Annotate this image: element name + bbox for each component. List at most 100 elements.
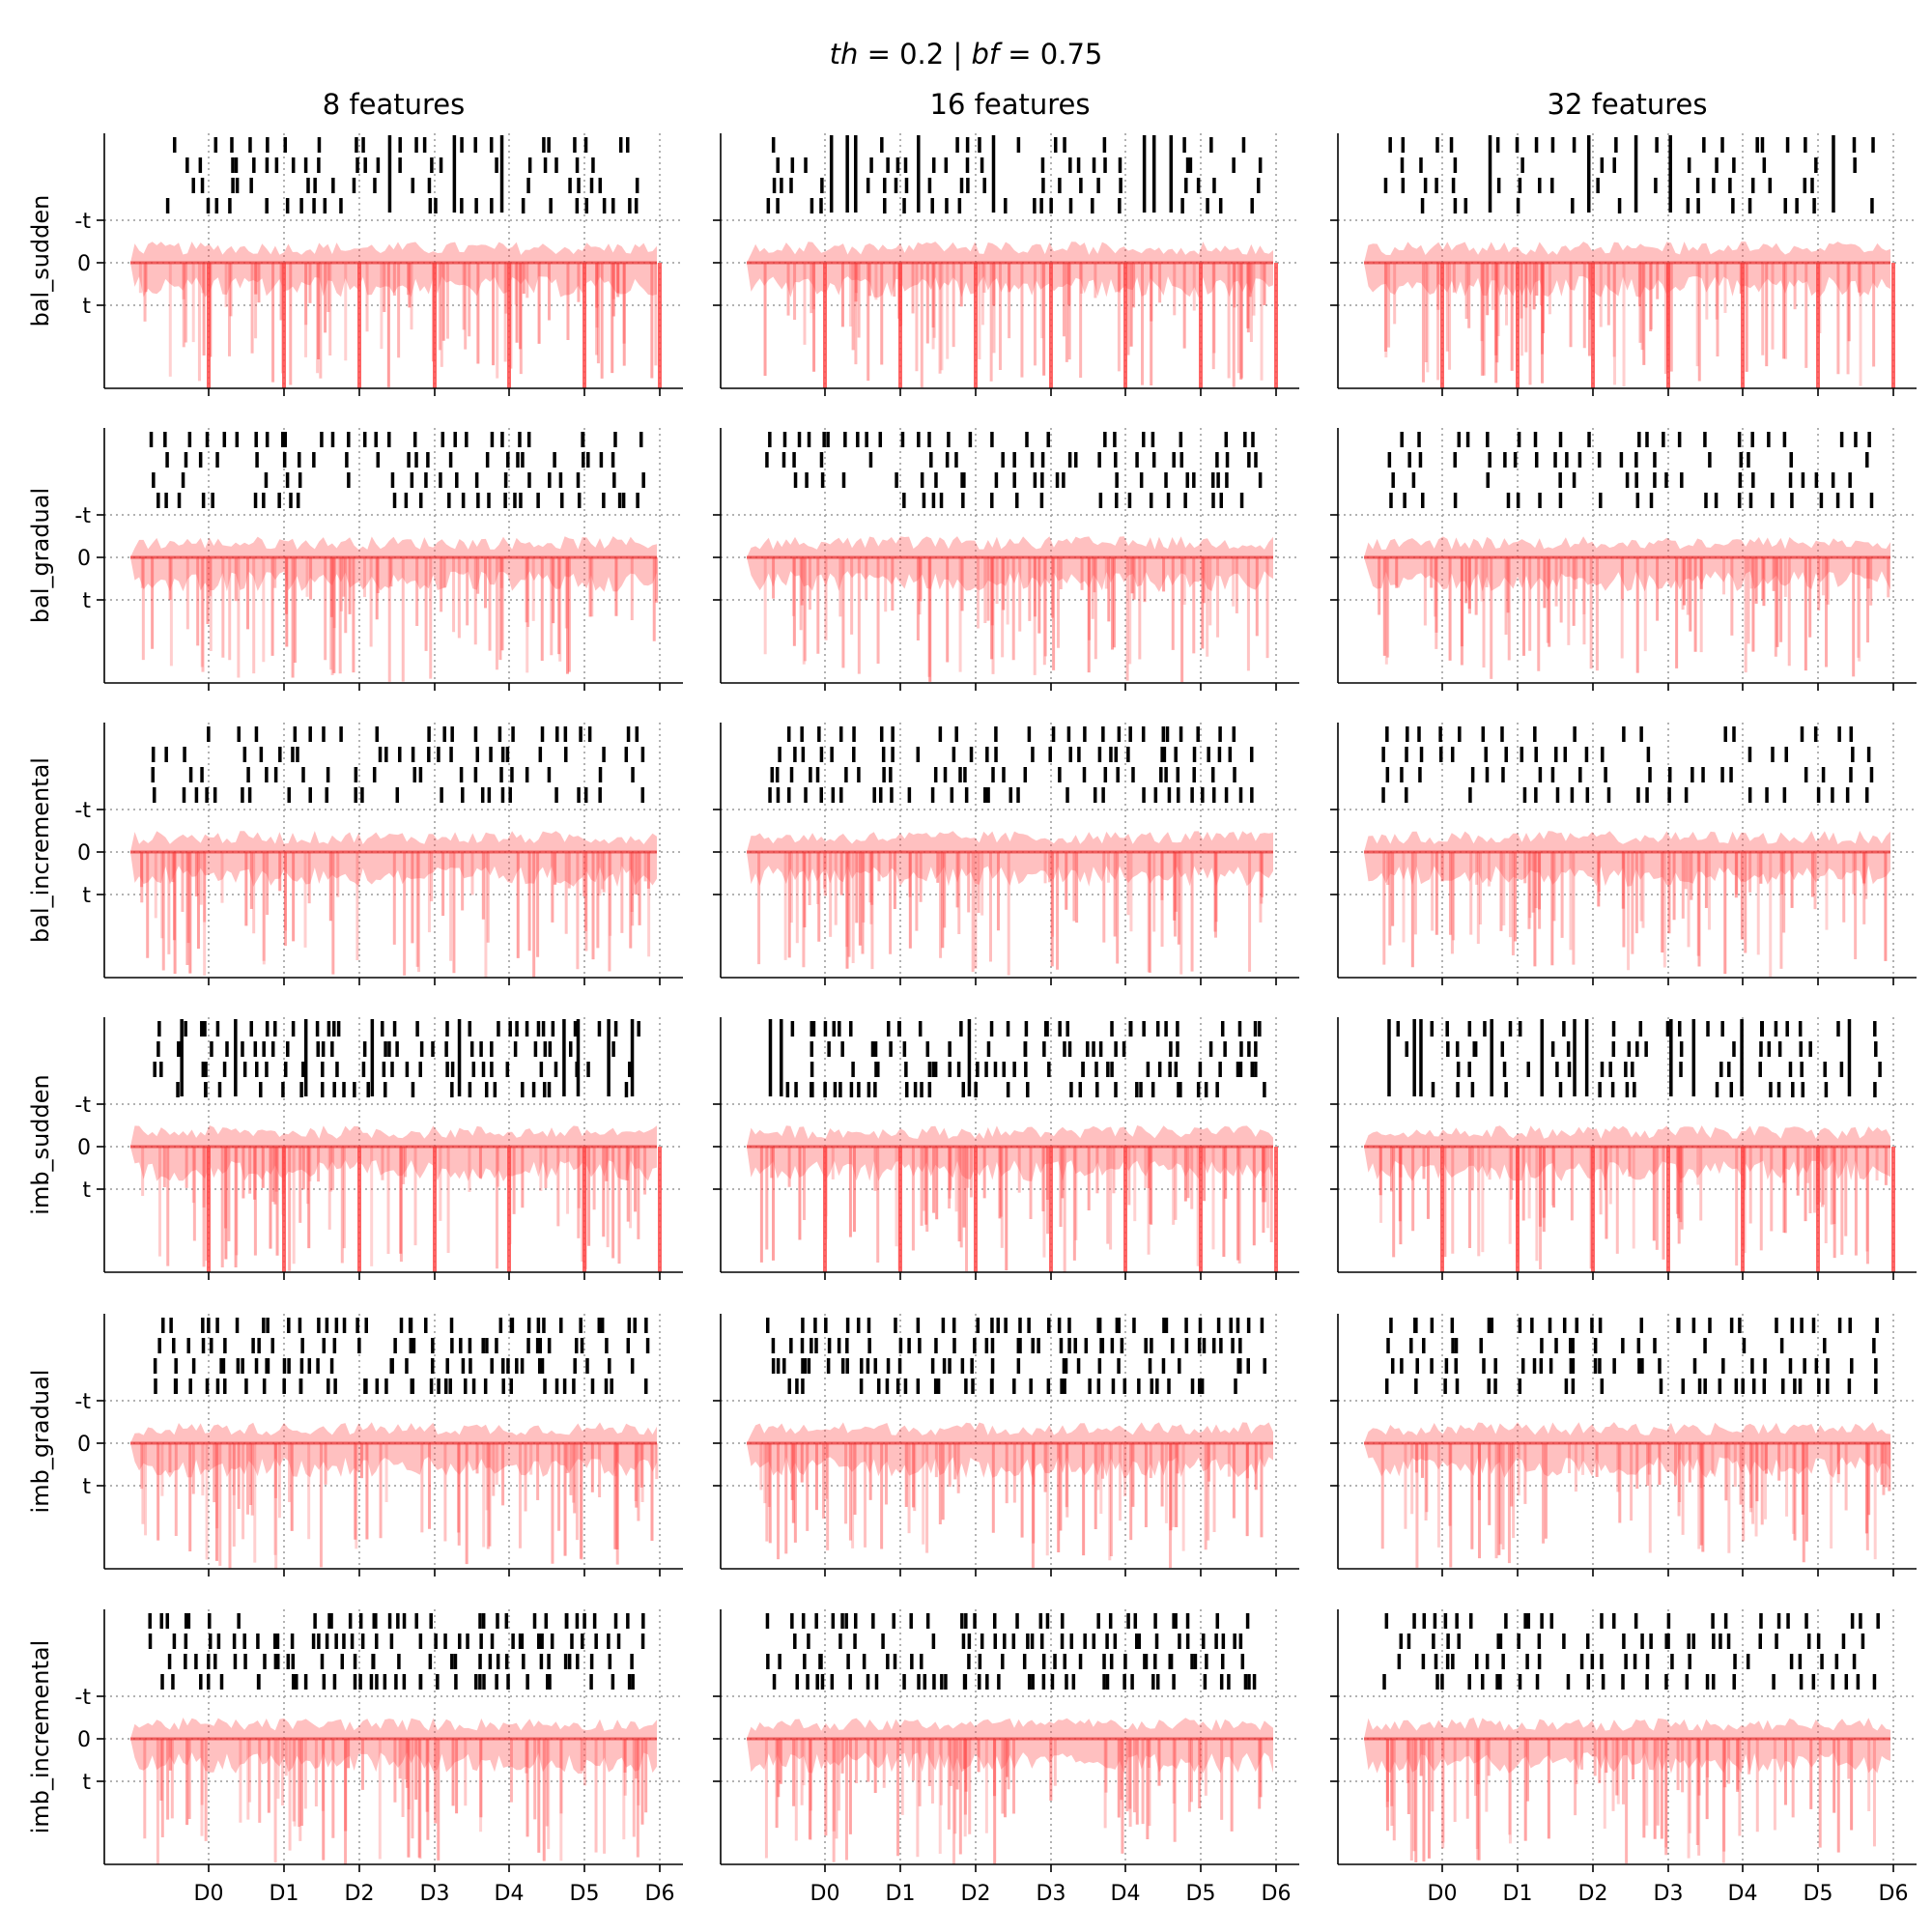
raster-mark	[1758, 1062, 1762, 1077]
raster-mark	[1179, 1082, 1182, 1097]
raster-mark	[153, 1358, 157, 1374]
raster-mark	[1027, 1318, 1031, 1333]
raster-mark	[1751, 1378, 1756, 1394]
raster-mark	[418, 1634, 423, 1649]
y-tick-label: -t	[74, 210, 91, 234]
raster-mark	[1060, 1613, 1065, 1629]
raster-mark	[334, 1634, 338, 1649]
raster-mark	[1387, 452, 1392, 468]
raster-mark	[1666, 1634, 1670, 1649]
raster-mark	[1593, 1358, 1598, 1374]
raster-mark	[1667, 767, 1672, 782]
raster-mark	[235, 432, 240, 447]
trace-band	[747, 242, 1273, 298]
raster-mark	[878, 787, 883, 803]
raster-mark	[1596, 178, 1600, 193]
raster-mark	[854, 135, 858, 213]
raster-mark	[990, 1378, 994, 1394]
raster-mark	[353, 1674, 357, 1690]
raster-mark	[1144, 1338, 1148, 1353]
raster-mark	[1649, 493, 1654, 508]
raster-mark	[508, 787, 512, 803]
raster-mark	[398, 747, 402, 762]
raster-mark	[1468, 787, 1472, 803]
raster-mark	[550, 1634, 554, 1649]
raster-mark	[892, 1613, 895, 1629]
raster-mark	[830, 1674, 835, 1690]
raster-mark	[1655, 137, 1659, 153]
raster-mark	[1454, 1338, 1459, 1353]
x-tick-label: D2	[1578, 1882, 1608, 1906]
raster-mark	[895, 157, 900, 173]
raster-mark	[184, 1634, 188, 1649]
raster-mark	[256, 1634, 260, 1649]
raster-mark	[266, 1358, 270, 1374]
raster-mark	[1396, 1021, 1401, 1037]
raster-mark	[1806, 1634, 1811, 1649]
x-tick-label: D0	[1428, 1882, 1458, 1906]
raster-mark	[1622, 1634, 1626, 1649]
raster-mark	[1800, 726, 1804, 742]
raster-mark	[215, 1021, 220, 1037]
raster-mark	[1012, 472, 1016, 488]
raster-mark	[894, 178, 898, 193]
raster-mark	[862, 1654, 867, 1669]
raster-mark	[1100, 1338, 1105, 1353]
raster-mark	[611, 198, 615, 213]
x-tick-label: D0	[194, 1882, 224, 1906]
raster-mark	[418, 1674, 423, 1690]
panel-grid: 8 features-t0tbal_sudden-t0tbal_gradual-…	[27, 88, 1917, 1906]
raster-mark	[1164, 767, 1168, 782]
raster-mark	[1508, 1021, 1513, 1037]
raster-mark	[1812, 198, 1816, 213]
raster-mark	[1747, 452, 1750, 468]
raster-mark	[522, 1654, 526, 1669]
raster-mark	[1240, 1654, 1245, 1669]
raster-mark	[1177, 1082, 1180, 1097]
raster-mark	[506, 1674, 510, 1690]
raster-mark	[177, 1041, 181, 1057]
raster-mark	[256, 1674, 261, 1690]
raster-mark	[1238, 1338, 1242, 1353]
raster-mark	[390, 472, 395, 488]
raster-mark	[1874, 1041, 1878, 1057]
raster-mark	[1644, 1041, 1648, 1057]
raster-mark	[903, 157, 908, 173]
raster-mark	[1251, 432, 1255, 447]
raster-mark	[527, 472, 531, 488]
raster-mark	[1078, 1654, 1083, 1669]
raster-mark	[852, 747, 856, 762]
raster-mark	[978, 1674, 981, 1690]
raster-mark	[1417, 432, 1421, 447]
raster-mark	[1419, 1019, 1423, 1096]
column-title: 32 features	[1548, 88, 1708, 121]
raster-mark	[157, 1021, 161, 1037]
raster-mark	[1548, 1318, 1552, 1333]
raster-mark	[1665, 1021, 1670, 1037]
raster-mark	[795, 1674, 800, 1690]
raster-mark	[918, 1021, 923, 1037]
raster-mark	[1480, 1674, 1485, 1690]
raster-mark	[1866, 747, 1871, 762]
raster-mark	[313, 1613, 317, 1629]
raster-mark	[1246, 1358, 1250, 1374]
raster-mark	[450, 1062, 455, 1077]
raster-mark	[1092, 1634, 1096, 1649]
raster-mark	[1185, 1634, 1190, 1649]
raster-mark	[1103, 432, 1107, 447]
raster-mark	[364, 1378, 368, 1394]
panel-imb_sudden-2	[1330, 1017, 1917, 1280]
raster-mark	[1082, 767, 1087, 782]
raster-mark	[768, 787, 772, 803]
raster-mark	[254, 726, 259, 742]
raster-mark	[360, 1634, 365, 1649]
raster-mark	[591, 157, 595, 173]
raster-mark	[387, 432, 391, 447]
raster-mark	[886, 1021, 891, 1037]
raster-mark	[490, 432, 495, 447]
raster-mark	[434, 1634, 438, 1649]
raster-mark	[856, 1318, 861, 1333]
raster-mark	[786, 726, 791, 742]
raster-mark	[384, 1082, 387, 1097]
